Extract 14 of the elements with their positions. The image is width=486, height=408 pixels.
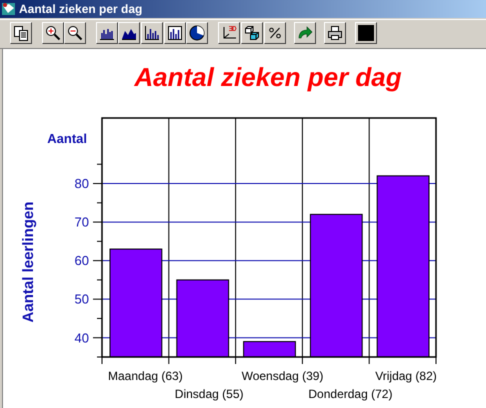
y-tick-label: 50 — [74, 292, 89, 307]
x-tick-label: Maandag (63) — [108, 369, 183, 383]
x-tick-label: Vrijdag (82) — [375, 369, 437, 383]
chart-title: Aantal zieken per dag — [133, 62, 402, 92]
y-axis-title: Aantal leerlingen — [20, 202, 37, 322]
x-tick-label: Donderdag (72) — [308, 387, 392, 401]
text: Aantal — [47, 131, 87, 146]
y-tick-label: 80 — [74, 176, 89, 192]
y-tick-label: 60 — [74, 253, 89, 268]
x-tick-label: Woensdag (39) — [242, 369, 324, 383]
y-tick-label: 70 — [74, 214, 89, 230]
text: Aantal zieken per dag — [19, 2, 142, 16]
y-tick-label: 40 — [74, 330, 89, 346]
x-tick-label: Dinsdag (55) — [174, 387, 244, 401]
